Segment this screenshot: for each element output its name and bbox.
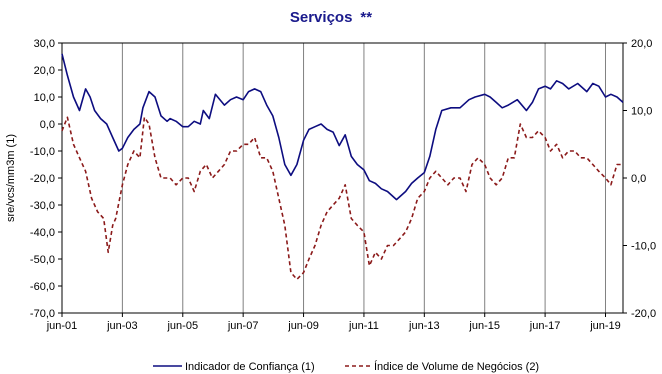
y-axis-left-label: sre/vcs/mm3m (1) [5,134,17,222]
series-lines [61,53,624,281]
x-tick-label-3: jun-07 [227,320,259,332]
y-axis-left-tick-labels: 30,0 20,0 10,0 0,0 -10,0 -20,0 -30,0 -40,0 -50,0… [30,38,55,320]
chart-title-text: Serviços [290,9,353,26]
series-line-2 [61,116,623,281]
y-left-tick-label-2: 10,0 [34,92,55,104]
y-right-tick-label-3: -10,0 [631,241,656,253]
x-tick-label-8: jun-17 [529,320,561,332]
y-left-tick-label-1: 20,0 [34,65,55,77]
x-tick-label-4: jun-09 [287,320,319,332]
y-left-tick-label-7: -40,0 [30,227,55,239]
x-tick-label-1: jun-03 [106,320,138,332]
y-right-tick-label-2: 0,0 [631,173,646,185]
x-tick-label-0: jun-01 [46,320,78,332]
x-tick-label-6: jun-13 [408,320,440,332]
y-left-tick-label-0: 30,0 [34,38,55,50]
y-left-tick-label-5: -20,0 [30,173,55,185]
y-left-tick-label-4: -10,0 [30,146,55,158]
y-left-tick-label-8: -50,0 [30,254,55,266]
y-left-tick-label-9: -60,0 [30,281,55,293]
chart-title-suffix: ** [360,9,372,26]
x-tick-label-2: jun-05 [166,320,198,332]
x-tick-label-7: jun-15 [468,320,500,332]
legend-label-series-2: Índice de Volume de Negócios (2) [374,360,539,373]
y-left-tick-label-3: 0,0 [40,119,55,131]
x-axis-tick-labels: jun-01 jun-03 jun-05 jun-07 jun-09 jun-11 jun-… [46,320,621,332]
y-left-tick-label-10: -70,0 [30,308,55,320]
legend: Indicador de Confiança (1) Índice de Vol… [153,360,539,373]
y-right-tick-label-1: 10,0 [631,106,652,118]
series-line-1 [61,53,624,201]
y-axis-right-tick-labels: 20,0 10,0 0,0 -10,0 -20,0 [631,38,656,320]
x-tick-label-5: jun-11 [348,320,379,332]
y-right-tick-label-0: 20,0 [631,38,652,50]
vertical-gridlines [121,43,606,313]
y-right-tick-label-4: -20,0 [631,308,656,320]
plot-area [61,42,624,314]
x-tick-label-9: jun-19 [589,320,621,332]
axis-tick-marks [58,42,627,317]
chart-title: Serviços ** [290,9,372,26]
legend-label-series-1: Indicador de Confiança (1) [185,361,315,373]
y-left-tick-label-6: -30,0 [30,200,55,212]
